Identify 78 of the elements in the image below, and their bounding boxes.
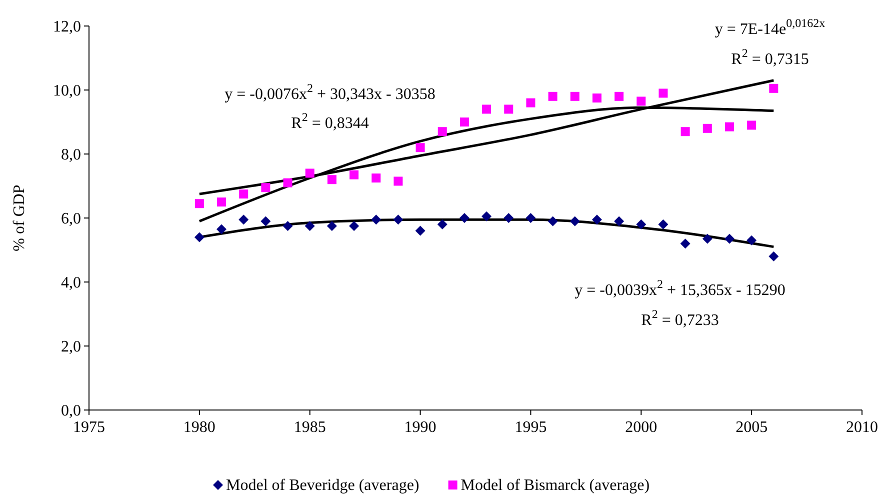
point	[217, 198, 226, 206]
x-tick-label: 2010	[846, 419, 878, 436]
point	[724, 234, 734, 244]
point	[394, 176, 403, 186]
point	[702, 234, 712, 244]
point	[746, 235, 757, 246]
point	[570, 216, 580, 226]
x-tick-label: 2000	[625, 419, 658, 436]
point	[680, 127, 690, 136]
annotation: R$^{2}$ = 0,8344	[291, 110, 369, 132]
point	[526, 213, 536, 223]
point	[327, 175, 336, 184]
point	[194, 232, 204, 242]
point	[416, 143, 425, 152]
point	[592, 214, 602, 225]
legend-label: Model of Beveridge (average)	[226, 477, 420, 494]
x-tick-label: 1975	[73, 419, 105, 436]
y-axis-title: % of GDP	[11, 184, 28, 252]
point	[658, 219, 668, 230]
point	[768, 251, 779, 262]
point	[482, 211, 492, 222]
point	[194, 199, 204, 208]
point	[393, 214, 404, 225]
point	[570, 92, 580, 101]
point	[680, 238, 690, 249]
annotation: y = 7E-14e$^{0,0162x}$	[714, 16, 826, 38]
x-tick-label: 1995	[514, 419, 547, 436]
point	[304, 221, 315, 231]
point	[437, 219, 448, 230]
point	[415, 226, 426, 236]
y-tick-label: 4,0	[61, 274, 81, 292]
x-tick-label: 1990	[404, 419, 436, 436]
point	[282, 221, 293, 231]
point	[592, 94, 602, 102]
point	[504, 213, 514, 223]
point	[260, 216, 271, 226]
point	[371, 214, 382, 225]
point	[350, 170, 359, 180]
y-tick-label: 6,0	[61, 210, 81, 228]
legend-label: Model of Bismarck (average)	[460, 477, 650, 494]
point	[460, 118, 469, 126]
point	[769, 84, 778, 93]
point	[504, 104, 514, 114]
annotation: R$^{2}$ = 0,7315	[731, 46, 809, 68]
y-tick-label: 8,0	[61, 146, 81, 164]
point	[305, 168, 314, 178]
point	[239, 190, 248, 198]
point	[548, 216, 558, 226]
point	[658, 88, 668, 98]
point	[614, 216, 624, 226]
annotation: y = -0,0039x$^{2}$ + 15,365x - 15290	[574, 277, 786, 299]
y-tick-label: 0,0	[61, 402, 81, 420]
point	[261, 183, 270, 192]
point	[459, 213, 470, 223]
point	[326, 221, 337, 231]
point	[636, 219, 646, 230]
y-tick-label: 2,0	[61, 338, 81, 356]
point	[438, 127, 447, 136]
point	[702, 124, 712, 133]
y-tick-label: 10,0	[53, 82, 81, 100]
point	[482, 104, 492, 114]
point	[526, 98, 536, 108]
annotation: R$^{2}$ = 0,7233	[641, 307, 719, 329]
point	[216, 224, 227, 234]
annotation: y = -0,0076x$^{2}$ + 30,343x - 30358	[224, 81, 436, 103]
point	[636, 96, 646, 106]
x-tick-label: 1985	[294, 419, 326, 436]
point	[283, 178, 292, 188]
point	[349, 221, 360, 231]
point	[614, 92, 624, 101]
point	[747, 120, 756, 130]
y-tick-label: 12,0	[53, 18, 81, 36]
point	[724, 122, 734, 132]
x-tick-label: 2005	[736, 419, 768, 436]
point	[238, 214, 249, 225]
point	[372, 174, 381, 182]
x-tick-label: 1980	[183, 419, 216, 436]
point	[548, 92, 558, 101]
